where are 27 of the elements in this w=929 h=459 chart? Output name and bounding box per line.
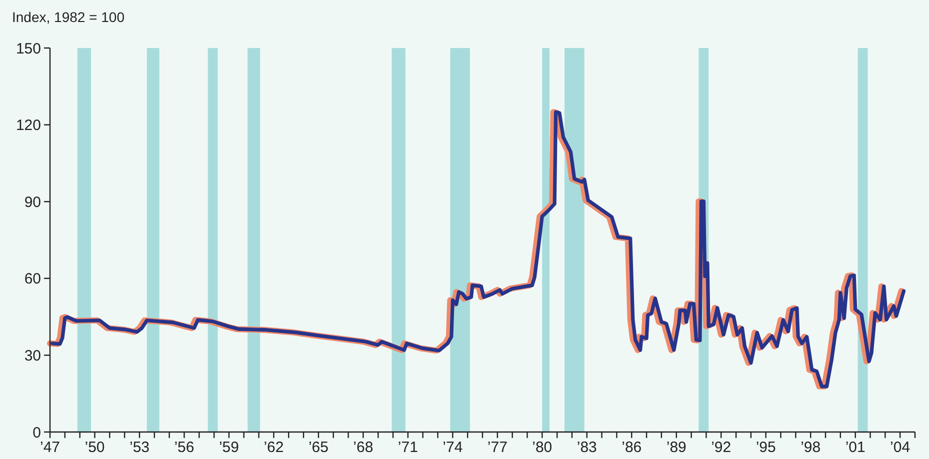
x-tick-label: ’65: [308, 439, 328, 456]
x-tick-label: ’86: [622, 439, 642, 456]
x-tick-label: ’47: [40, 439, 60, 456]
x-tick-label: ’59: [218, 439, 239, 456]
x-tick-label: ’95: [756, 439, 776, 456]
x-tick-label: ’89: [666, 439, 686, 456]
x-tick-label: ’53: [129, 439, 150, 456]
x-tick-label: ’83: [576, 439, 597, 456]
y-tick-label: 30: [24, 347, 41, 364]
x-tick-label: ’98: [800, 439, 821, 456]
y-tick-label: 120: [16, 117, 41, 134]
x-tick-label: ’04: [890, 439, 910, 456]
x-tick-label: ’92: [711, 439, 732, 456]
x-tick-label: ’62: [264, 439, 284, 456]
y-tick-label: 150: [16, 40, 41, 58]
y-tick-label: 60: [24, 270, 41, 288]
y-axis-title: Index, 1982 = 100: [12, 9, 125, 25]
x-tick-label: ’77: [487, 439, 508, 456]
x-tick-label: ’68: [353, 439, 374, 456]
y-tick-label: 90: [24, 194, 41, 211]
x-tick-label: ’01: [845, 439, 866, 456]
x-tick-label: ’80: [532, 439, 552, 456]
x-tick-label: ’56: [174, 439, 194, 456]
x-tick-label: ’74: [442, 439, 463, 456]
y-tick-label: 0: [32, 424, 41, 442]
x-tick-label: ’50: [84, 439, 105, 456]
x-tick-label: ’71: [398, 439, 418, 456]
